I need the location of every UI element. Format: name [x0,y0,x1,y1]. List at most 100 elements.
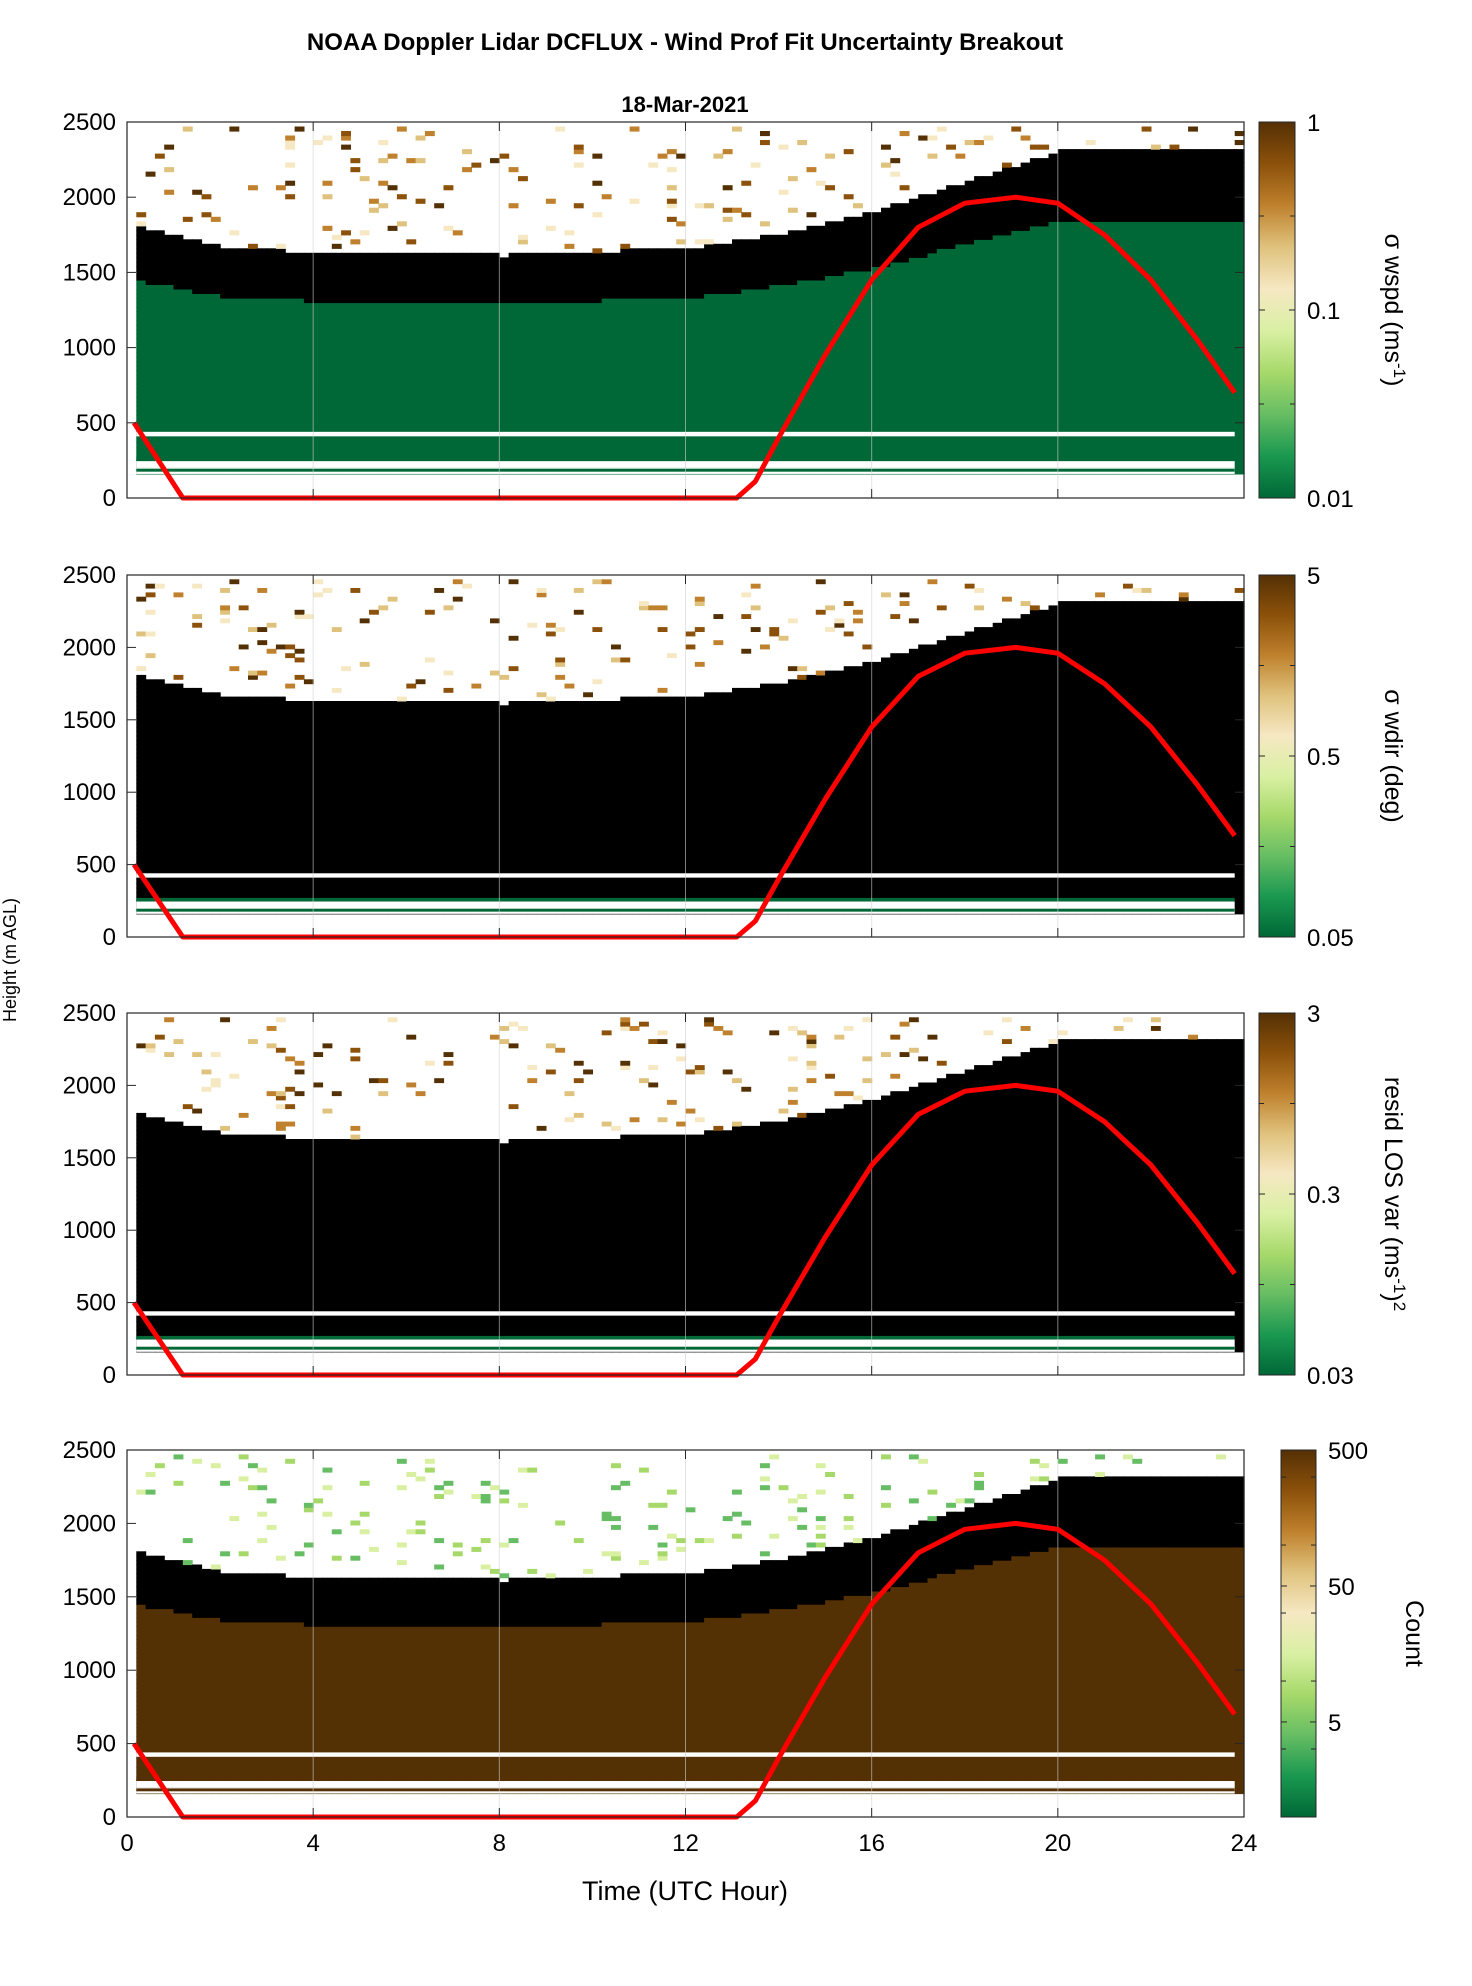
heatmap-cell [537,284,547,289]
heatmap-cell [565,415,575,420]
heatmap-cell [834,221,844,226]
heatmap-cell [257,257,267,262]
heatmap-cell [890,303,900,308]
heatmap-cell [453,420,463,425]
heatmap-cell [881,379,891,384]
heatmap-cell [937,271,947,276]
heatmap-cell [900,275,910,280]
heatmap-cell [239,289,249,294]
heatmap-cell [248,248,258,253]
heatmap-cell [928,199,938,204]
heatmap-cell [518,384,528,389]
heatmap-cell [537,442,547,447]
heatmap-cell [695,248,705,253]
heatmap-cell [760,442,770,447]
heatmap-cell [136,271,146,276]
heatmap-cell [490,280,500,285]
heatmap-cell [490,266,500,271]
heatmap-cell [332,303,342,308]
heatmap-cell [667,262,677,267]
heatmap-cell [341,343,351,348]
heatmap-cell [890,415,900,420]
heatmap-cell [648,316,658,321]
heatmap-cell [965,352,975,357]
heatmap-cell [304,366,314,371]
heatmap-cell [295,339,305,344]
heatmap-cell [164,348,174,353]
heatmap-cell [481,438,491,443]
heatmap-cell [146,420,156,425]
heatmap-cell [937,312,947,317]
heatmap-cell [732,402,742,407]
heatmap-cell [537,325,547,330]
heatmap-cell [323,194,333,199]
heatmap-cell [174,415,184,420]
heatmap-cell [732,312,742,317]
heatmap-cell [434,447,444,452]
heatmap-cell [555,375,565,380]
heatmap-cell [620,366,630,371]
heatmap-cell [509,348,519,353]
heatmap-cell [416,253,426,258]
heatmap-cell [574,275,584,280]
heatmap-cell [769,303,779,308]
heatmap-cell [136,325,146,330]
heatmap-cell [890,262,900,267]
heatmap-cell [174,316,184,321]
heatmap-cell [658,253,668,258]
heatmap-cell [369,424,379,429]
heatmap-cell [416,325,426,330]
heatmap-cell [713,361,723,366]
heatmap-cell [937,379,947,384]
heatmap-cell [332,312,342,317]
heatmap-cell [993,451,1003,456]
heatmap-cell [788,343,798,348]
heatmap-cell [797,248,807,253]
heatmap-cell [183,316,193,321]
heatmap-cell [155,303,165,308]
heatmap-cell [900,312,910,317]
heatmap-cell [769,275,779,280]
heatmap-cell [592,212,602,217]
heatmap-cell [807,352,817,357]
heatmap-cell [397,447,407,452]
heatmap-cell [918,384,928,389]
heatmap-cell [918,280,928,285]
heatmap-cell [211,262,221,267]
heatmap-cell [378,253,388,258]
heatmap-cell [918,357,928,362]
heatmap-cell [276,420,286,425]
heatmap-cell [341,275,351,280]
heatmap-cell [471,406,481,411]
heatmap-cell [900,266,910,271]
heatmap-cell [276,289,286,294]
heatmap-cell [751,438,761,443]
heatmap-cell [555,266,565,271]
heatmap-cell [816,316,826,321]
heatmap-cell [183,357,193,362]
heatmap-cell [276,284,286,289]
heatmap-cell [276,244,286,249]
heatmap-cell [639,339,649,344]
heatmap-cell [211,411,221,416]
heatmap-cell [267,375,277,380]
heatmap-cell [769,266,779,271]
heatmap-cell [397,339,407,344]
heatmap-cell [872,298,882,303]
heatmap-cell [779,312,789,317]
heatmap-cell [248,406,258,411]
heatmap-cell [518,262,528,267]
heatmap-cell [844,339,854,344]
heatmap-cell [434,375,444,380]
heatmap-cell [369,357,379,362]
heatmap-cell [872,253,882,258]
heatmap-cell [713,316,723,321]
heatmap-cell [965,271,975,276]
heatmap-cell [741,271,751,276]
heatmap-cell [369,406,379,411]
heatmap-cell [164,316,174,321]
heatmap-cell [332,357,342,362]
heatmap-cell [453,303,463,308]
heatmap-cell [453,451,463,456]
heatmap-cell [974,190,984,195]
